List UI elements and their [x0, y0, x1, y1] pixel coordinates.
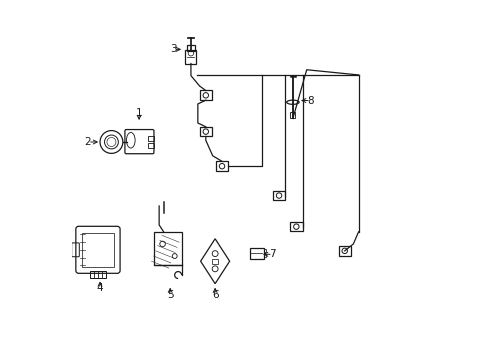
Bar [215, 161, 228, 171]
Text: 4: 4 [97, 283, 103, 293]
Text: 2: 2 [84, 137, 91, 147]
Bar [185, 50, 196, 63]
Text: 7: 7 [269, 249, 276, 259]
Bar [290, 112, 295, 118]
Bar [263, 249, 265, 252]
Bar [289, 222, 302, 231]
Text: 1: 1 [136, 108, 142, 118]
Bar [186, 45, 195, 51]
Text: 8: 8 [307, 95, 313, 105]
Bar [199, 127, 212, 136]
Bar [148, 143, 154, 148]
Bar [212, 259, 218, 264]
Bar [148, 136, 154, 141]
Bar [90, 271, 105, 278]
Text: 3: 3 [170, 44, 177, 54]
Bar [338, 246, 350, 256]
Bar [249, 248, 263, 259]
Text: 5: 5 [166, 290, 173, 300]
Bar [82, 233, 114, 267]
Bar [272, 191, 285, 201]
Bar [199, 90, 212, 100]
Text: 6: 6 [211, 290, 218, 300]
Bar [263, 254, 265, 257]
